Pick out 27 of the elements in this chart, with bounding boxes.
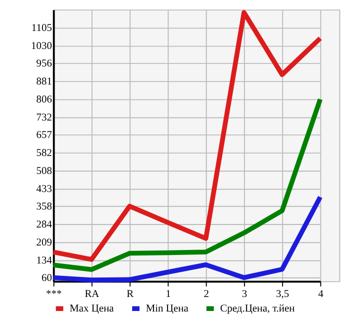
x-tick-label: 2 [204, 288, 209, 300]
y-tick-label: 582 [36, 148, 52, 160]
y-tick-label: 134 [36, 255, 53, 266]
legend-label: Max Цена [70, 303, 114, 314]
x-tick-label: RA [84, 288, 100, 300]
x-tick-label: R [126, 288, 134, 300]
line-series [50, 10, 323, 262]
y-tick-label: 881 [36, 76, 52, 88]
y-tick-label: 657 [36, 130, 52, 142]
y-tick-label: 956 [36, 58, 52, 70]
y-tick-label: 60 [41, 272, 52, 284]
x-tick-label: *** [46, 288, 62, 300]
y-tick-label: 358 [36, 202, 52, 213]
legend-label: Сред.Цена, т.йен [220, 303, 296, 314]
y-tick-label: 508 [36, 166, 52, 177]
y-tick-label: 284 [36, 219, 53, 230]
y-tick-label: 433 [36, 184, 52, 195]
legend-label: Min Цена [146, 303, 189, 314]
x-tick-label: 4 [318, 288, 324, 300]
y-tick-label: 209 [36, 237, 52, 248]
y-tick-label: 1105 [31, 23, 52, 34]
y-tick-label: 732 [36, 112, 52, 124]
x-tick-label: 3,5 [276, 288, 290, 300]
x-tick-label: 1 [166, 288, 171, 300]
y-tick-label: 806 [36, 94, 52, 106]
y-tick-label: 1030 [31, 41, 52, 52]
x-tick-label: 3 [242, 288, 248, 300]
